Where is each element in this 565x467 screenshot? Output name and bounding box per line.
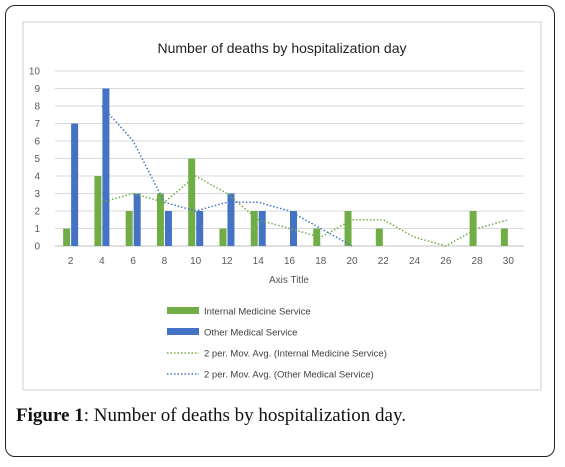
- figure-caption-label: Figure 1: [16, 405, 84, 426]
- y-tick-label: 1: [34, 224, 40, 235]
- x-tick-label: 30: [503, 256, 515, 267]
- x-tick-label: 18: [315, 256, 327, 267]
- x-tick-label: 12: [221, 256, 233, 267]
- y-tick-label: 7: [34, 119, 40, 130]
- legend-label: 2 per. Mov. Avg. (Internal Medicine Serv…: [204, 349, 387, 360]
- bar: [258, 211, 266, 246]
- bar: [125, 211, 133, 246]
- figure-frame: [5, 5, 555, 457]
- y-tick-label: 8: [34, 102, 40, 113]
- y-tick-label: 0: [34, 242, 40, 253]
- bar: [344, 211, 352, 246]
- bar: [94, 176, 102, 246]
- legend-swatch: [167, 307, 199, 314]
- bar: [102, 88, 110, 246]
- bar: [63, 228, 71, 246]
- bar: [375, 228, 383, 246]
- y-tick-label: 5: [34, 154, 40, 165]
- legend-label: 2 per. Mov. Avg. (Other Medical Service): [204, 370, 374, 381]
- bar: [164, 211, 172, 246]
- legend-swatch: [167, 328, 199, 335]
- bar: [71, 123, 79, 246]
- bar: [196, 211, 204, 246]
- y-tick-label: 6: [34, 137, 40, 148]
- bar: [313, 228, 321, 246]
- bar: [250, 211, 258, 246]
- legend-label: Other Medical Service: [204, 328, 297, 339]
- bar: [219, 228, 227, 246]
- x-tick-label: 24: [409, 256, 421, 267]
- figure-caption: Figure 1: Number of deaths by hospitaliz…: [16, 405, 406, 427]
- y-tick-label: 4: [34, 172, 40, 183]
- bar: [133, 193, 141, 246]
- x-tick-label: 28: [472, 256, 484, 267]
- chart: Number of deaths by hospitalization day …: [22, 21, 542, 391]
- x-tick-label: 2: [68, 256, 74, 267]
- bar: [227, 193, 235, 246]
- y-tick-label: 2: [34, 207, 40, 218]
- bar: [500, 228, 508, 246]
- y-tick-label: 9: [34, 84, 40, 95]
- x-tick-label: 22: [378, 256, 390, 267]
- moving-average-line: [101, 175, 509, 247]
- x-axis-ticks: 2 4 6 8 10 12 14 16 18 20 22 24 26 28 30: [68, 256, 515, 267]
- y-axis-ticks: 0 1 2 3 4 5 6 7 8 9 10: [29, 67, 41, 253]
- x-tick-label: 14: [253, 256, 265, 267]
- bar: [188, 158, 196, 246]
- x-axis-title: Axis Title: [269, 275, 309, 286]
- x-tick-label: 8: [162, 256, 168, 267]
- x-tick-label: 20: [346, 256, 358, 267]
- y-tick-label: 10: [29, 67, 41, 78]
- x-tick-label: 6: [130, 256, 136, 267]
- legend-label: Internal Medicine Service: [204, 307, 311, 318]
- bars: [63, 88, 508, 246]
- bar: [156, 193, 164, 246]
- x-tick-label: 26: [440, 256, 452, 267]
- legend: Internal Medicine Service Other Medical S…: [167, 307, 387, 381]
- bar: [290, 211, 297, 246]
- gridlines: [55, 70, 524, 247]
- figure-caption-text: : Number of deaths by hospitalization da…: [83, 405, 406, 426]
- x-tick-label: 4: [99, 256, 105, 267]
- bar: [469, 211, 477, 246]
- x-tick-label: 16: [284, 256, 296, 267]
- chart-title: Number of deaths by hospitalization day: [157, 40, 406, 56]
- y-tick-label: 3: [34, 189, 40, 200]
- x-tick-label: 10: [190, 256, 202, 267]
- trendlines: [101, 105, 509, 247]
